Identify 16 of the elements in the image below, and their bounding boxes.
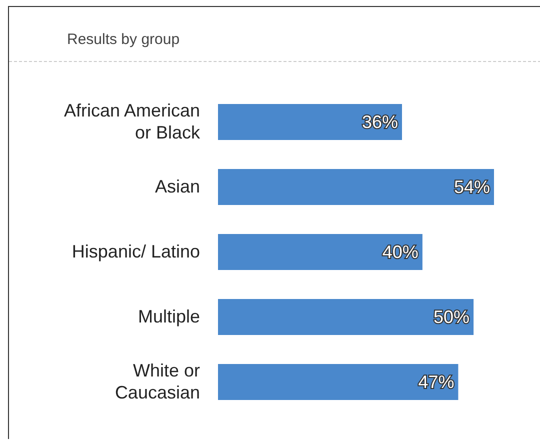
y-tick-label: White or Caucasian [114,360,200,402]
y-tick-label: African American or Black [64,100,201,142]
data-label: 54% [454,177,490,197]
bar [218,169,494,205]
data-label: 47% [418,372,454,392]
y-tick-label: Multiple [138,306,200,326]
chart-title: Results by group [67,31,180,48]
y-tick-label: Hispanic/ Latino [72,242,200,262]
bar [218,104,402,140]
bar [218,364,458,400]
y-tick-label: Asian [154,176,200,196]
data-label: 50% [434,307,470,327]
data-label: 36% [362,112,398,132]
bar [218,234,422,270]
data-label: 40% [382,242,418,262]
bar [218,299,474,335]
